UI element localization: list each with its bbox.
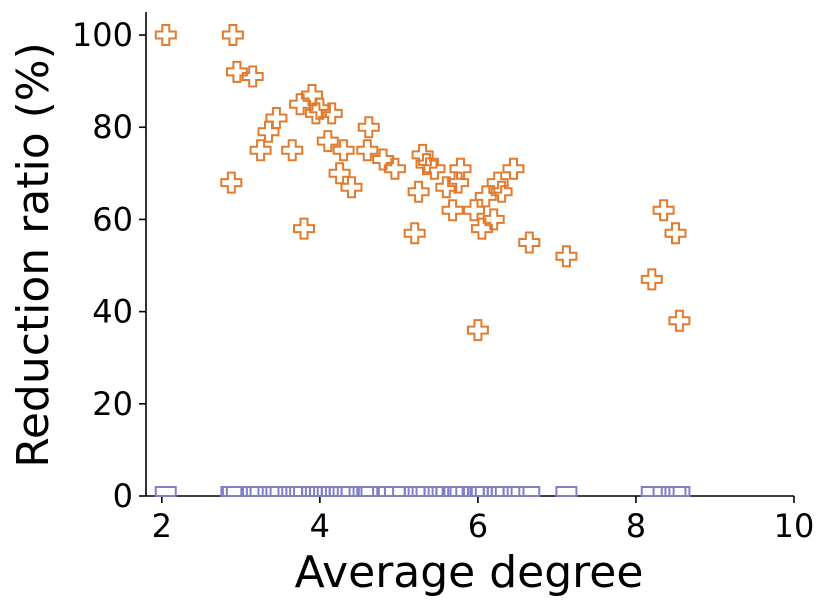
y-tick-label: 100 (72, 16, 133, 54)
cross-point (441, 199, 464, 222)
cross-point (447, 171, 470, 194)
x-tick-label: 8 (626, 507, 646, 545)
cross-point (289, 93, 312, 116)
cross-point (449, 157, 472, 180)
cross-point (293, 217, 315, 240)
cross-point (490, 180, 513, 203)
cross-point (332, 139, 355, 162)
square-point (518, 486, 541, 497)
cross-point (357, 116, 380, 139)
cross-point (652, 199, 675, 222)
cross-point (340, 176, 363, 199)
square-point (372, 486, 395, 497)
square-point (265, 486, 288, 497)
square-point (652, 486, 675, 497)
square-point (502, 486, 525, 497)
cross-point (301, 84, 323, 106)
square-point (490, 486, 513, 497)
cross-point (241, 65, 264, 88)
square-point (555, 486, 578, 497)
square-point (220, 486, 243, 497)
square-point (257, 486, 280, 497)
cross-point (403, 222, 426, 245)
square-point (356, 486, 379, 497)
square-point (640, 486, 663, 497)
square-point (435, 486, 458, 497)
square-point (340, 486, 363, 497)
cross-point (664, 222, 687, 245)
x-tick-label: 6 (468, 507, 488, 545)
cross-point (304, 102, 327, 125)
cross-point (668, 309, 691, 332)
cross-point (356, 139, 379, 162)
x-tick-label: 10 (774, 507, 815, 545)
x-tick-label: 4 (310, 507, 330, 545)
square-point (249, 486, 272, 497)
cross-point (328, 162, 351, 185)
square-point (281, 486, 304, 497)
y-tick-label: 20 (92, 385, 133, 423)
cross-point (466, 319, 489, 342)
cross-point (281, 139, 304, 162)
cross-point (518, 231, 541, 254)
cross-point (486, 171, 509, 194)
cross-point (463, 199, 485, 222)
cross-point (221, 24, 244, 46)
cross-point (154, 24, 177, 46)
cross-point (372, 148, 395, 171)
square-point (668, 486, 691, 497)
cross-point (435, 176, 458, 199)
y-tick-label: 40 (92, 293, 133, 331)
square-point (154, 486, 177, 497)
cross-point (308, 97, 331, 120)
square-point (441, 486, 464, 497)
cross-point (482, 208, 505, 231)
cross-point (555, 245, 578, 268)
y-axis-title: Reduction ratio (%) (8, 42, 59, 468)
square-point (241, 486, 264, 497)
square-point (423, 486, 446, 497)
cross-point (265, 107, 288, 129)
cross-point (225, 60, 248, 83)
cross-point (320, 102, 343, 125)
y-tick-label: 0 (113, 477, 133, 515)
square-series (154, 486, 691, 497)
cross-point (407, 180, 430, 203)
square-point (383, 486, 406, 497)
cross-point (249, 139, 272, 162)
square-point (449, 486, 472, 497)
cross-point (257, 120, 280, 143)
x-axis-title: Average degree (295, 547, 644, 598)
cross-point (470, 217, 493, 240)
cross-point (423, 157, 446, 180)
cross-series (154, 24, 691, 342)
x-tick-label: 2 (152, 507, 172, 545)
cross-point (316, 130, 339, 153)
cross-point (383, 157, 406, 180)
square-point (357, 486, 380, 497)
cross-point (220, 171, 243, 194)
y-tick-label: 80 (92, 108, 133, 146)
y-tick-label: 60 (92, 200, 133, 238)
cross-point (474, 185, 497, 208)
cross-point (640, 268, 663, 291)
cross-point (502, 157, 525, 180)
